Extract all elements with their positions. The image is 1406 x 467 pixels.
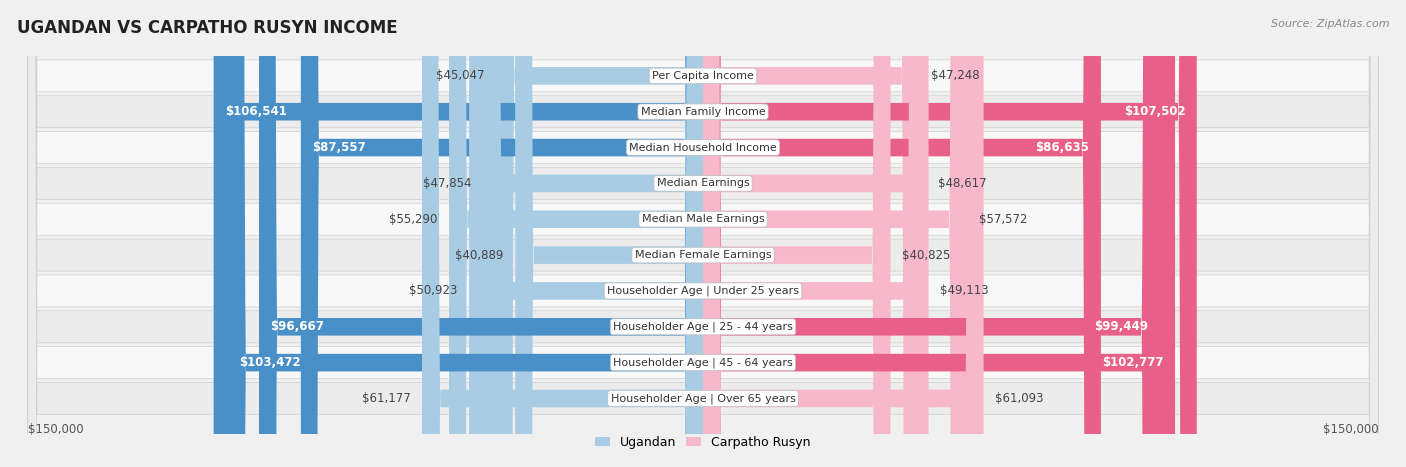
Text: $99,449: $99,449 [1094, 320, 1149, 333]
FancyBboxPatch shape [496, 0, 703, 467]
FancyBboxPatch shape [28, 0, 1378, 467]
Text: $61,093: $61,093 [995, 392, 1043, 405]
FancyBboxPatch shape [703, 0, 1160, 467]
Text: $106,541: $106,541 [225, 105, 287, 118]
Text: $87,557: $87,557 [312, 141, 366, 154]
FancyBboxPatch shape [422, 0, 703, 467]
FancyBboxPatch shape [703, 0, 927, 467]
Text: Median Female Earnings: Median Female Earnings [634, 250, 772, 260]
FancyBboxPatch shape [484, 0, 703, 467]
Text: $107,502: $107,502 [1123, 105, 1185, 118]
Text: $50,923: $50,923 [409, 284, 457, 297]
Text: $49,113: $49,113 [941, 284, 988, 297]
FancyBboxPatch shape [515, 0, 703, 467]
Text: Householder Age | Under 25 years: Householder Age | Under 25 years [607, 286, 799, 296]
FancyBboxPatch shape [449, 0, 703, 467]
FancyBboxPatch shape [703, 0, 1101, 467]
FancyBboxPatch shape [703, 0, 967, 467]
Text: $102,777: $102,777 [1102, 356, 1164, 369]
FancyBboxPatch shape [703, 0, 920, 467]
Text: $48,617: $48,617 [938, 177, 987, 190]
Text: Source: ZipAtlas.com: Source: ZipAtlas.com [1271, 19, 1389, 28]
FancyBboxPatch shape [703, 0, 1197, 467]
Text: Householder Age | 45 - 64 years: Householder Age | 45 - 64 years [613, 357, 793, 368]
Text: $47,854: $47,854 [423, 177, 472, 190]
Text: Per Capita Income: Per Capita Income [652, 71, 754, 81]
FancyBboxPatch shape [28, 0, 1378, 467]
Text: $40,825: $40,825 [903, 248, 950, 262]
FancyBboxPatch shape [470, 0, 703, 467]
Text: $96,667: $96,667 [270, 320, 325, 333]
FancyBboxPatch shape [703, 0, 890, 467]
FancyBboxPatch shape [703, 0, 928, 467]
Legend: Ugandan, Carpatho Rusyn: Ugandan, Carpatho Rusyn [595, 436, 811, 449]
FancyBboxPatch shape [28, 0, 1378, 467]
Text: Householder Age | Over 65 years: Householder Age | Over 65 years [610, 393, 796, 403]
Text: Householder Age | 25 - 44 years: Householder Age | 25 - 44 years [613, 322, 793, 332]
FancyBboxPatch shape [301, 0, 703, 467]
FancyBboxPatch shape [703, 0, 1175, 467]
Text: $57,572: $57,572 [979, 213, 1028, 226]
Text: $45,047: $45,047 [436, 70, 485, 82]
FancyBboxPatch shape [28, 0, 1378, 467]
Text: Median Earnings: Median Earnings [657, 178, 749, 188]
Text: $47,248: $47,248 [932, 70, 980, 82]
Text: $61,177: $61,177 [361, 392, 411, 405]
Text: Median Male Earnings: Median Male Earnings [641, 214, 765, 224]
Text: Median Household Income: Median Household Income [628, 142, 778, 153]
Text: UGANDAN VS CARPATHO RUSYN INCOME: UGANDAN VS CARPATHO RUSYN INCOME [17, 19, 398, 37]
FancyBboxPatch shape [228, 0, 703, 467]
FancyBboxPatch shape [259, 0, 703, 467]
FancyBboxPatch shape [703, 0, 984, 467]
FancyBboxPatch shape [28, 0, 1378, 467]
FancyBboxPatch shape [28, 0, 1378, 467]
Text: $40,889: $40,889 [456, 248, 503, 262]
Text: $86,635: $86,635 [1036, 141, 1090, 154]
Text: Median Family Income: Median Family Income [641, 107, 765, 117]
FancyBboxPatch shape [28, 0, 1378, 467]
Text: $150,000: $150,000 [1323, 423, 1378, 436]
Text: $103,472: $103,472 [239, 356, 301, 369]
Text: $55,290: $55,290 [389, 213, 437, 226]
FancyBboxPatch shape [28, 0, 1378, 467]
FancyBboxPatch shape [214, 0, 703, 467]
FancyBboxPatch shape [28, 0, 1378, 467]
FancyBboxPatch shape [28, 0, 1378, 467]
Text: $150,000: $150,000 [28, 423, 83, 436]
